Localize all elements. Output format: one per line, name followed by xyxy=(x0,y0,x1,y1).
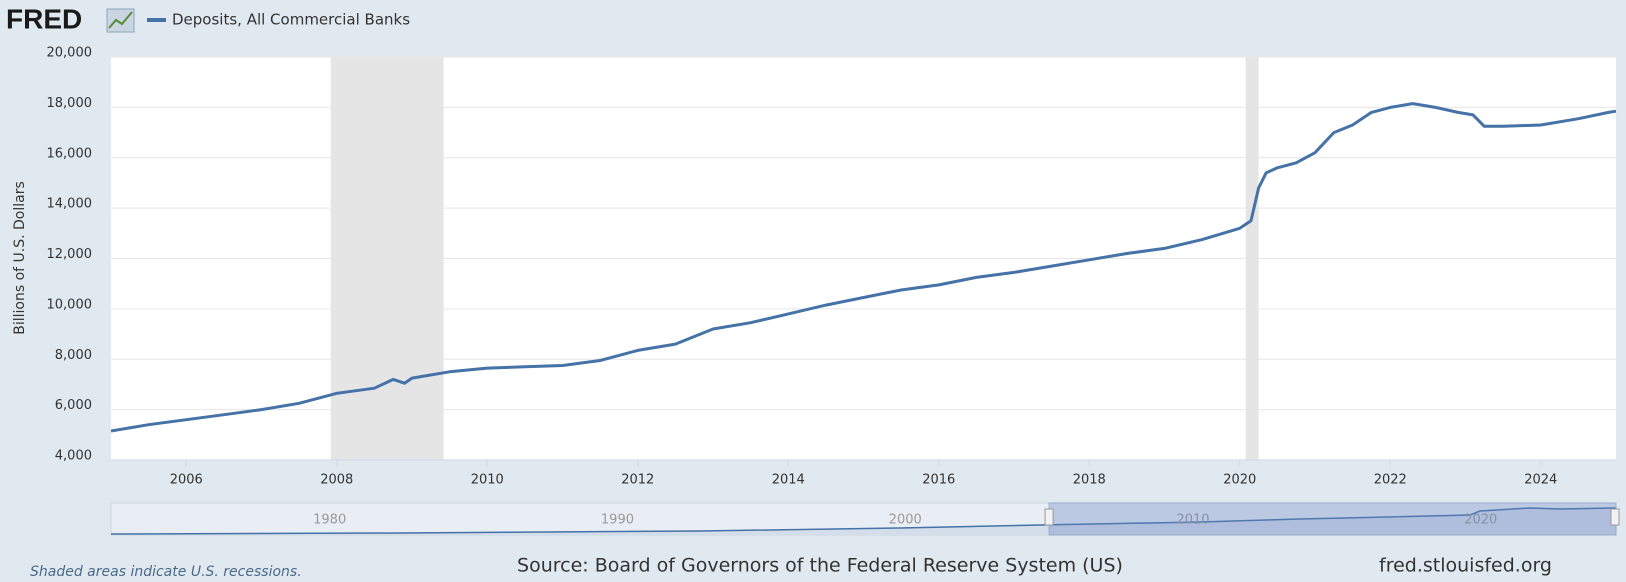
navigator-area xyxy=(111,508,1616,535)
y-tick-label: 4,000 xyxy=(55,449,92,464)
y-axis-label: Billions of U.S. Dollars xyxy=(12,181,28,335)
x-tick-label: 2006 xyxy=(170,473,203,488)
recession-note: Shaded areas indicate U.S. recessions. xyxy=(30,564,302,580)
y-tick-label: 6,000 xyxy=(55,398,92,413)
x-tick-label: 2022 xyxy=(1374,473,1407,488)
y-tick-label: 16,000 xyxy=(47,146,93,161)
x-tick-label: 2016 xyxy=(922,473,955,488)
x-tick-label: 2010 xyxy=(471,473,504,488)
y-tick-label: 18,000 xyxy=(47,96,93,111)
navigator: 1980 1990 2000 2010 2020 xyxy=(110,502,1620,536)
source: Source: Board of Governors of the Federa… xyxy=(517,555,1123,577)
logo-icon xyxy=(106,8,135,33)
x-tick-label: 2012 xyxy=(621,473,654,488)
x-tick-label: 2014 xyxy=(772,473,805,488)
y-tick-label: 20,000 xyxy=(47,46,93,61)
navigator-selection xyxy=(1048,502,1617,536)
logo: FRED xyxy=(6,3,82,34)
y-tick-label: 8,000 xyxy=(55,348,92,363)
navigator-handle[interactable] xyxy=(1044,508,1054,526)
x-tick-label: 2018 xyxy=(1073,473,1106,488)
y-tick-label: 12,000 xyxy=(47,247,93,262)
series-line xyxy=(110,102,1617,433)
site: fred.stlouisfed.org xyxy=(1379,555,1552,577)
navigator-tick-label: 2000 xyxy=(889,513,922,528)
x-tick-label: 2024 xyxy=(1524,473,1557,488)
y-tick-label: 14,000 xyxy=(47,197,93,212)
x-tick-label: 2008 xyxy=(320,473,353,488)
navigator-handle[interactable] xyxy=(1610,508,1620,526)
navigator-tick-label: 1980 xyxy=(313,513,346,528)
x-tick-label: 2020 xyxy=(1223,473,1256,488)
navigator-line xyxy=(110,507,1617,535)
y-tick-label: 10,000 xyxy=(47,297,93,312)
legend-label: Deposits, All Commercial Banks xyxy=(172,11,410,29)
navigator-tick-label: 2020 xyxy=(1464,513,1497,528)
navigator-tick-label: 2010 xyxy=(1176,513,1209,528)
navigator-tick-label: 1990 xyxy=(601,513,634,528)
